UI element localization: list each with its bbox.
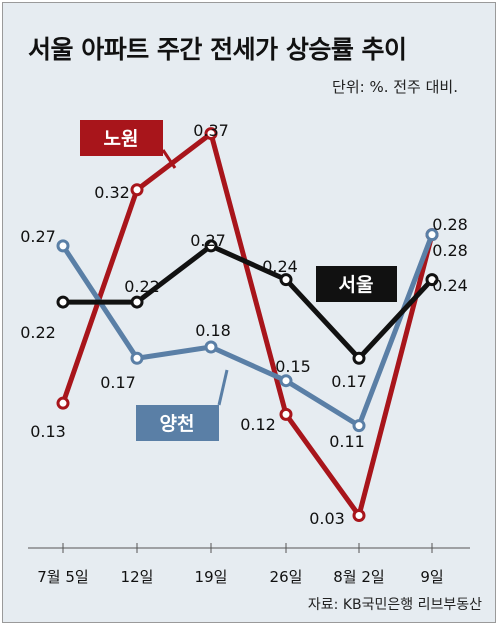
series-line-노원 (60, 131, 435, 518)
data-point (352, 351, 366, 365)
x-tick-label: 9일 (420, 568, 443, 586)
data-point (279, 374, 293, 388)
x-tick-label: 8월 2일 (333, 568, 384, 586)
unit-note: 단위: %. 전주 대비. (332, 78, 458, 96)
data-point (425, 273, 439, 287)
data-label: 0.24 (432, 276, 468, 295)
data-point (352, 419, 366, 433)
data-label: 0.18 (195, 321, 231, 340)
x-tick-label: 12일 (121, 568, 154, 586)
data-label: 0.17 (100, 373, 136, 392)
legend-label: 양천 (160, 413, 195, 435)
data-label: 0.28 (432, 215, 468, 234)
data-point (204, 239, 218, 253)
data-label: 0.27 (190, 231, 226, 250)
data-point (130, 183, 144, 197)
x-tick-label: 7월 5일 (37, 568, 88, 586)
source-note: 자료: KB국민은행 리브부동산 (307, 597, 482, 613)
data-point (279, 273, 293, 287)
legend-label: 노원 (104, 128, 139, 150)
data-point (204, 127, 218, 141)
data-label: 0.11 (329, 432, 365, 451)
data-point (130, 351, 144, 365)
legend-pointer (161, 149, 177, 169)
series-line-양천 (60, 233, 435, 429)
data-point (56, 239, 70, 253)
data-point (56, 396, 70, 410)
legend-tag (316, 266, 397, 302)
chart-title: 서울 아파트 주간 전세가 상승률 추이 (28, 35, 407, 64)
data-point (130, 295, 144, 309)
data-point (425, 228, 439, 242)
legend-pointer (217, 369, 229, 406)
data-label: 0.37 (193, 121, 229, 140)
data-label: 0.17 (331, 372, 367, 391)
data-label: 0.24 (262, 257, 298, 276)
data-label: 0.03 (309, 509, 345, 528)
data-label: 0.32 (94, 183, 130, 202)
x-tick-label: 26일 (270, 568, 303, 586)
legend-label: 서울 (339, 274, 374, 296)
data-point (279, 407, 293, 421)
data-label: 0.15 (275, 357, 311, 376)
data-label: 0.28 (432, 241, 468, 260)
data-label: 0.22 (20, 323, 56, 342)
data-point (204, 340, 218, 354)
data-point (56, 295, 70, 309)
data-label: 0.27 (20, 227, 56, 246)
data-label: 0.22 (124, 277, 160, 296)
data-point (352, 509, 366, 522)
data-label: 0.13 (30, 422, 66, 441)
legend-tag (136, 405, 219, 441)
x-tick-label: 19일 (195, 568, 228, 586)
data-label: 0.12 (240, 415, 276, 434)
series-line-서울 (63, 243, 434, 361)
legend-tag (80, 120, 163, 156)
